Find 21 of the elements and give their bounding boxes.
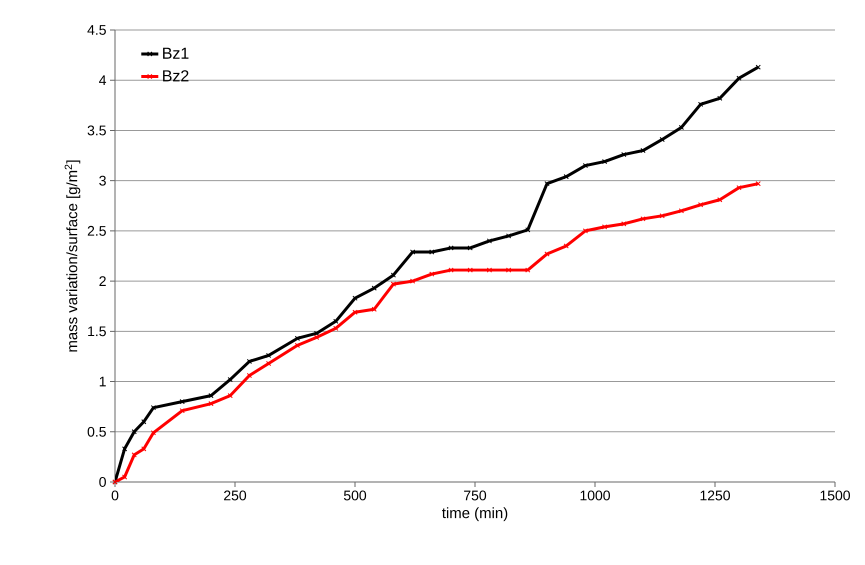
x-tick-label: 1000 (580, 490, 610, 500)
x-tick-label: 1250 (700, 490, 730, 500)
legend-label: Bz1 (163, 48, 188, 59)
x-tick-label: 750 (464, 490, 486, 500)
y-tick-label: 2.5 (88, 226, 106, 236)
y-tick-label: 2 (99, 276, 106, 286)
y-axis-title: mass variation/surface [g/m$^{2}$] (64, 160, 80, 352)
y-tick-label: 4.5 (87, 25, 106, 35)
y-tick-label: 0 (99, 477, 106, 487)
x-axis-title: time (min) (442, 507, 508, 522)
x-tick-label: 500 (344, 490, 366, 500)
x-tick-label: 250 (224, 490, 246, 500)
y-tick-label: 1.5 (88, 326, 106, 336)
y-tick-label: 3 (99, 176, 106, 186)
y-tick-label: 3.5 (88, 125, 106, 136)
x-tick-label: 0 (112, 490, 118, 500)
y-tick-label: 4 (99, 75, 106, 86)
y-tick-label: 1 (100, 376, 106, 386)
y-tick-label: 0.5 (88, 426, 106, 437)
legend-label: Bz2 (163, 70, 188, 82)
x-tick-label: 1500 (820, 490, 850, 500)
